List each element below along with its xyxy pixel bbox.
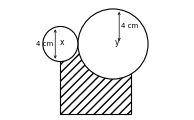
Circle shape <box>78 9 148 79</box>
Text: 4 cm: 4 cm <box>36 41 54 47</box>
Text: 4 cm: 4 cm <box>121 24 138 30</box>
Bar <box>60 44 131 114</box>
Text: y: y <box>115 39 119 48</box>
Circle shape <box>43 27 78 62</box>
Text: x: x <box>60 39 65 48</box>
